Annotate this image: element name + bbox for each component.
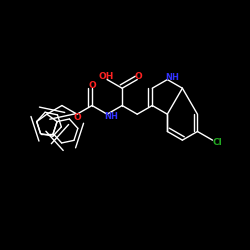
Text: O: O bbox=[134, 72, 142, 81]
Text: NH: NH bbox=[104, 112, 118, 121]
Text: OH: OH bbox=[98, 72, 114, 81]
Text: O: O bbox=[88, 80, 96, 90]
Text: O: O bbox=[74, 113, 82, 122]
Text: Cl: Cl bbox=[212, 138, 222, 146]
Text: NH: NH bbox=[165, 73, 179, 82]
